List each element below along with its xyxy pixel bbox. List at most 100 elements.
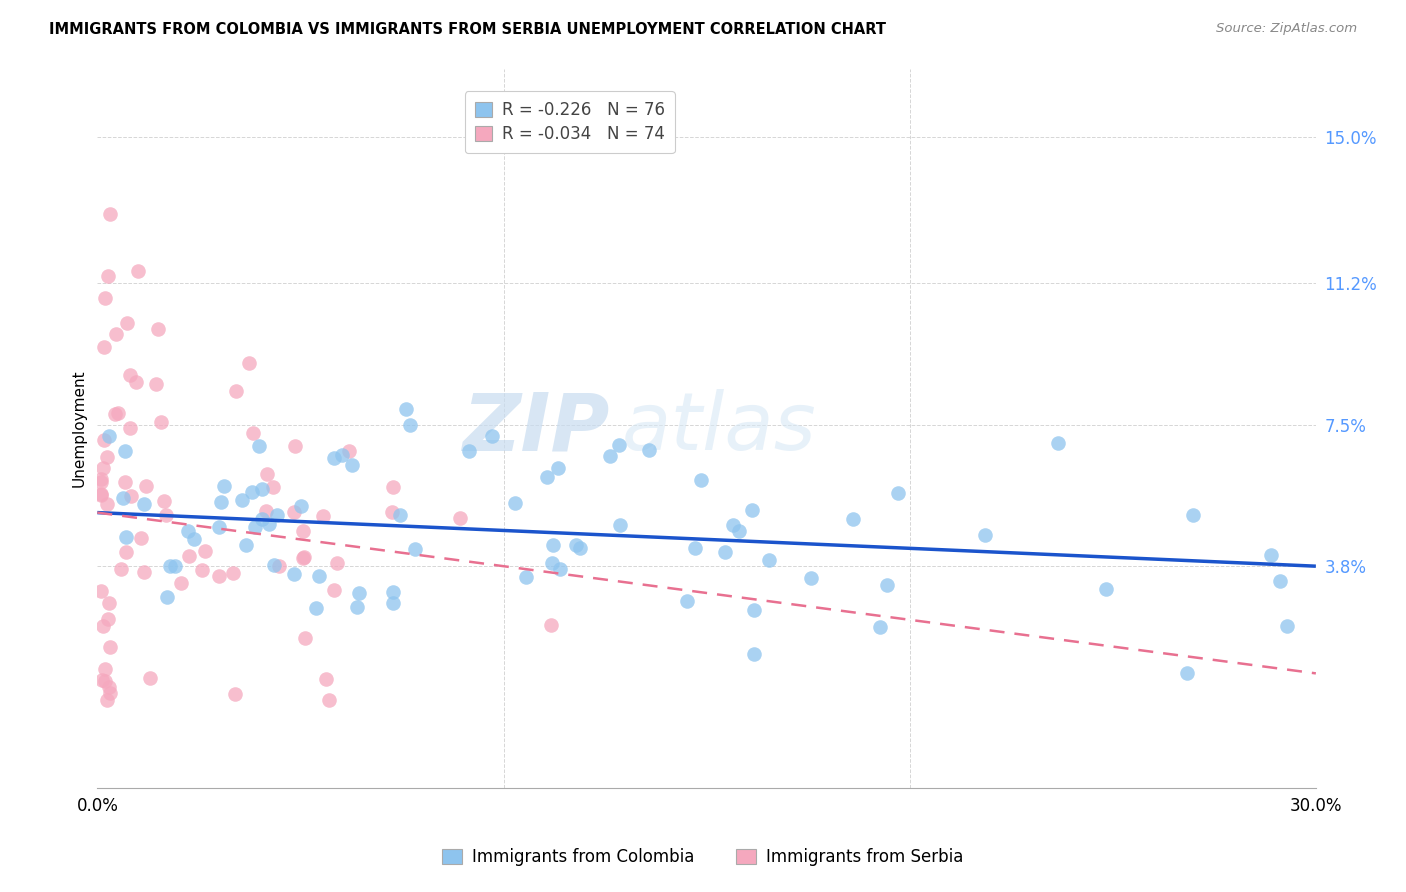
Point — [97, 680, 120, 694]
Point — [481, 429, 503, 443]
Point — [305, 600, 328, 615]
Point — [118, 421, 141, 435]
Point — [381, 505, 404, 519]
Text: atlas: atlas — [621, 390, 815, 467]
Point — [240, 484, 263, 499]
Point — [250, 482, 273, 496]
Point — [1095, 582, 1118, 596]
Point — [134, 497, 156, 511]
Point — [800, 571, 823, 585]
Point — [97, 612, 120, 626]
Point — [110, 562, 132, 576]
Point — [382, 596, 405, 610]
Point — [267, 558, 290, 573]
Point — [165, 559, 187, 574]
Point — [115, 316, 138, 330]
Point — [1181, 508, 1204, 523]
Point — [93, 339, 115, 353]
Point — [609, 518, 631, 533]
Point — [94, 291, 117, 305]
Y-axis label: Unemployment: Unemployment — [72, 369, 86, 487]
Point — [152, 494, 174, 508]
Point — [382, 585, 405, 599]
Point — [120, 489, 142, 503]
Point — [382, 480, 405, 494]
Point — [177, 549, 200, 564]
Point — [565, 538, 588, 552]
Point — [515, 570, 537, 584]
Point — [449, 511, 471, 525]
Point — [254, 503, 277, 517]
Point — [599, 449, 621, 463]
Point — [94, 661, 117, 675]
Point — [283, 566, 305, 581]
Point — [145, 376, 167, 391]
Point — [238, 356, 260, 370]
Point — [191, 563, 214, 577]
Point — [676, 594, 699, 608]
Point — [225, 384, 247, 398]
Point — [129, 531, 152, 545]
Point — [308, 569, 330, 583]
Point — [96, 450, 118, 464]
Point — [1047, 435, 1070, 450]
Point — [111, 491, 134, 505]
Point — [231, 493, 253, 508]
Point — [209, 494, 232, 508]
Point — [105, 326, 128, 341]
Point — [114, 475, 136, 490]
Point — [235, 538, 257, 552]
Point — [148, 322, 170, 336]
Point — [683, 541, 706, 555]
Point — [721, 517, 744, 532]
Point — [505, 496, 527, 510]
Point — [291, 551, 314, 566]
Point — [283, 505, 305, 519]
Point — [127, 264, 149, 278]
Point — [125, 376, 148, 390]
Point — [312, 509, 335, 524]
Point — [974, 528, 997, 542]
Point — [242, 425, 264, 440]
Point — [135, 479, 157, 493]
Point — [155, 508, 177, 523]
Point — [118, 368, 141, 382]
Point — [340, 458, 363, 472]
Point — [318, 693, 340, 707]
Point — [91, 461, 114, 475]
Point — [569, 541, 592, 555]
Point — [404, 542, 426, 557]
Point — [96, 497, 118, 511]
Point — [97, 595, 120, 609]
Point — [90, 473, 112, 487]
Point — [96, 693, 118, 707]
Point — [290, 499, 312, 513]
Point — [115, 530, 138, 544]
Point — [1175, 666, 1198, 681]
Point — [149, 415, 172, 429]
Point — [607, 437, 630, 451]
Point — [104, 407, 127, 421]
Point — [690, 473, 713, 487]
Point — [98, 207, 121, 221]
Point — [91, 673, 114, 687]
Legend: R = -0.226   N = 76, R = -0.034   N = 74: R = -0.226 N = 76, R = -0.034 N = 74 — [465, 91, 675, 153]
Point — [536, 469, 558, 483]
Point — [727, 524, 749, 538]
Point — [256, 467, 278, 481]
Point — [294, 631, 316, 645]
Point — [262, 480, 284, 494]
Point — [90, 488, 112, 502]
Point — [208, 569, 231, 583]
Point — [292, 550, 315, 565]
Point — [98, 640, 121, 655]
Point — [315, 673, 337, 687]
Point — [247, 439, 270, 453]
Point — [744, 602, 766, 616]
Point — [90, 475, 112, 490]
Point — [713, 544, 735, 558]
Point — [541, 538, 564, 552]
Point — [337, 443, 360, 458]
Point — [349, 586, 371, 600]
Point — [114, 444, 136, 458]
